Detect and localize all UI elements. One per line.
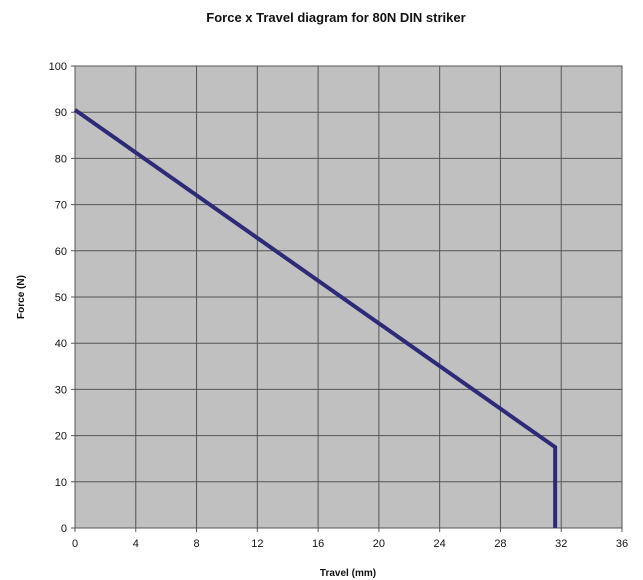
y-tick-label: 10 xyxy=(55,477,67,489)
x-tick-label: 8 xyxy=(193,538,199,550)
y-tick-label: 70 xyxy=(55,200,67,212)
y-tick-label: 60 xyxy=(55,246,67,258)
x-tick-label: 28 xyxy=(494,538,506,550)
y-tick-label: 30 xyxy=(55,384,67,396)
y-tick-label: 50 xyxy=(55,292,67,304)
x-tick-label: 0 xyxy=(72,538,78,550)
tick-labels: 0 4 8 12 16 20 24 28 32 36 0 10 20 30 40 50 60 70 80 90 100 xyxy=(49,61,628,550)
x-tick-label: 12 xyxy=(251,538,263,550)
y-tick-label: 20 xyxy=(55,431,67,443)
series-line xyxy=(73,108,558,528)
x-axis-label: Travel (mm) xyxy=(320,568,376,579)
x-tick-label: 36 xyxy=(616,538,628,550)
x-tick-label: 20 xyxy=(373,538,385,550)
x-tick-label: 4 xyxy=(133,538,139,550)
y-tick-label: 100 xyxy=(49,61,67,73)
x-tick-label: 16 xyxy=(312,538,324,550)
x-tick-label: 32 xyxy=(555,538,567,550)
chart-title: Force x Travel diagram for 80N DIN strik… xyxy=(206,10,465,25)
series-layer xyxy=(73,108,558,528)
y-axis-label: Force (N) xyxy=(16,275,27,319)
y-tick-label: 0 xyxy=(61,523,67,535)
y-tick-label: 40 xyxy=(55,338,67,350)
grid xyxy=(71,65,623,532)
y-tick-label: 80 xyxy=(55,153,67,165)
y-tick-label: 90 xyxy=(55,107,67,119)
x-tick-label: 24 xyxy=(434,538,446,550)
